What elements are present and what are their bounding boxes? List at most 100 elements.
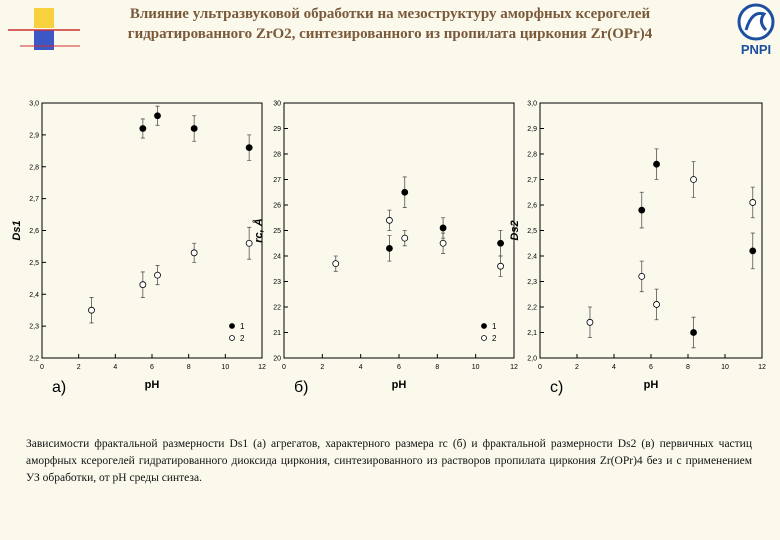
y-tick-label: 2,2: [29, 356, 39, 363]
legend-label: 2: [492, 334, 497, 343]
x-axis-label: pH: [644, 379, 659, 391]
slide-title: Влияние ультразвуковой обработки на мезо…: [129, 6, 651, 22]
y-tick-label: 2,5: [29, 260, 39, 267]
legend-marker: [229, 335, 235, 341]
y-tick-label: 29: [273, 126, 281, 133]
point: [139, 125, 147, 132]
y-tick-label: 2,9: [29, 132, 39, 139]
y-tick-label: 28: [273, 152, 281, 159]
legend-label: 1: [492, 322, 497, 331]
x-tick-label: 10: [721, 364, 729, 371]
x-tick-label: 4: [359, 364, 363, 371]
point: [690, 329, 697, 336]
y-tick-label: 2,4: [527, 254, 537, 261]
point: [139, 281, 147, 289]
y-tick-label: 2,4: [29, 292, 39, 299]
point: [749, 247, 757, 255]
legend-label: 1: [240, 322, 245, 331]
y-tick-label: 2,1: [527, 330, 537, 337]
legend-marker: [481, 323, 487, 329]
point: [690, 176, 697, 183]
y-axis-label: Ds2: [509, 220, 521, 240]
x-tick-label: 12: [258, 364, 266, 371]
point: [190, 249, 198, 257]
deco-square: [34, 8, 54, 28]
x-tick-label: 4: [113, 364, 117, 371]
y-tick-label: 30: [273, 101, 281, 108]
point: [638, 206, 646, 214]
x-tick-label: 8: [686, 364, 690, 371]
point: [653, 301, 660, 308]
point: [154, 112, 161, 120]
y-tick-label: 2,8: [527, 152, 537, 159]
point: [386, 216, 393, 224]
x-tick-label: 2: [77, 364, 81, 371]
y-tick-label: 2,7: [527, 177, 537, 184]
panel-label: б): [294, 379, 309, 396]
legend-marker: [481, 335, 487, 341]
y-axis-label: Ds1: [11, 220, 23, 240]
point: [88, 306, 95, 314]
point: [439, 224, 447, 232]
y-tick-label: 2,9: [527, 126, 537, 133]
caption: Зависимости фрактальной размерности Ds1 …: [26, 438, 752, 484]
y-tick-label: 3,0: [527, 101, 537, 108]
x-tick-label: 0: [538, 364, 542, 371]
panel-label: с): [550, 379, 563, 396]
x-tick-label: 0: [282, 364, 286, 371]
x-tick-label: 6: [397, 364, 401, 371]
point: [401, 234, 409, 242]
deco-square: [34, 30, 54, 50]
y-tick-label: 2,3: [527, 279, 537, 286]
x-tick-label: 8: [187, 364, 191, 371]
logo-mark: [744, 11, 768, 32]
logo-text: PNPI: [741, 42, 771, 57]
panel-label: а): [52, 379, 66, 396]
point: [749, 199, 757, 206]
x-tick-label: 6: [649, 364, 653, 371]
y-tick-label: 2,5: [527, 228, 537, 235]
y-tick-label: 2,3: [29, 324, 39, 331]
x-axis-label: pH: [392, 379, 407, 391]
y-tick-label: 25: [273, 228, 281, 235]
x-tick-label: 12: [758, 364, 766, 371]
y-tick-label: 20: [273, 356, 281, 363]
y-axis-label: rc, Å: [252, 218, 265, 243]
legend-marker: [229, 323, 235, 329]
point: [497, 239, 504, 247]
charts: 2,22,32,42,52,62,72,82,93,00 2 4 6 8 10 12pHа)…: [11, 101, 766, 397]
x-tick-label: 8: [435, 364, 439, 371]
point: [439, 239, 447, 247]
y-tick-label: 26: [273, 203, 281, 210]
x-axis-label: pH: [145, 379, 160, 391]
x-tick-label: 2: [575, 364, 579, 371]
point: [401, 188, 409, 196]
y-tick-label: 2,6: [527, 203, 537, 210]
y-tick-label: 2,6: [29, 228, 39, 235]
x-tick-label: 12: [510, 364, 518, 371]
plot-frame: [41, 102, 263, 359]
y-tick-label: 23: [273, 279, 281, 286]
y-tick-label: 2,8: [29, 164, 39, 171]
point: [154, 271, 161, 279]
y-tick-label: 2,2: [527, 305, 537, 312]
y-tick-label: 21: [273, 330, 281, 337]
plot-frame: [539, 102, 763, 359]
plot-frame: [283, 102, 515, 359]
point: [638, 272, 646, 280]
y-tick-label: 2,7: [29, 196, 39, 203]
point: [586, 318, 594, 326]
x-tick-label: 6: [150, 364, 154, 371]
point: [245, 239, 253, 247]
x-tick-label: 10: [472, 364, 480, 371]
point: [497, 262, 504, 270]
y-tick-label: 22: [273, 305, 281, 312]
y-tick-label: 24: [273, 254, 281, 261]
x-tick-label: 0: [40, 364, 44, 371]
point: [386, 244, 393, 252]
point: [190, 125, 198, 132]
x-tick-label: 10: [221, 364, 229, 371]
y-tick-label: 27: [273, 177, 281, 184]
x-tick-label: 2: [320, 364, 324, 371]
